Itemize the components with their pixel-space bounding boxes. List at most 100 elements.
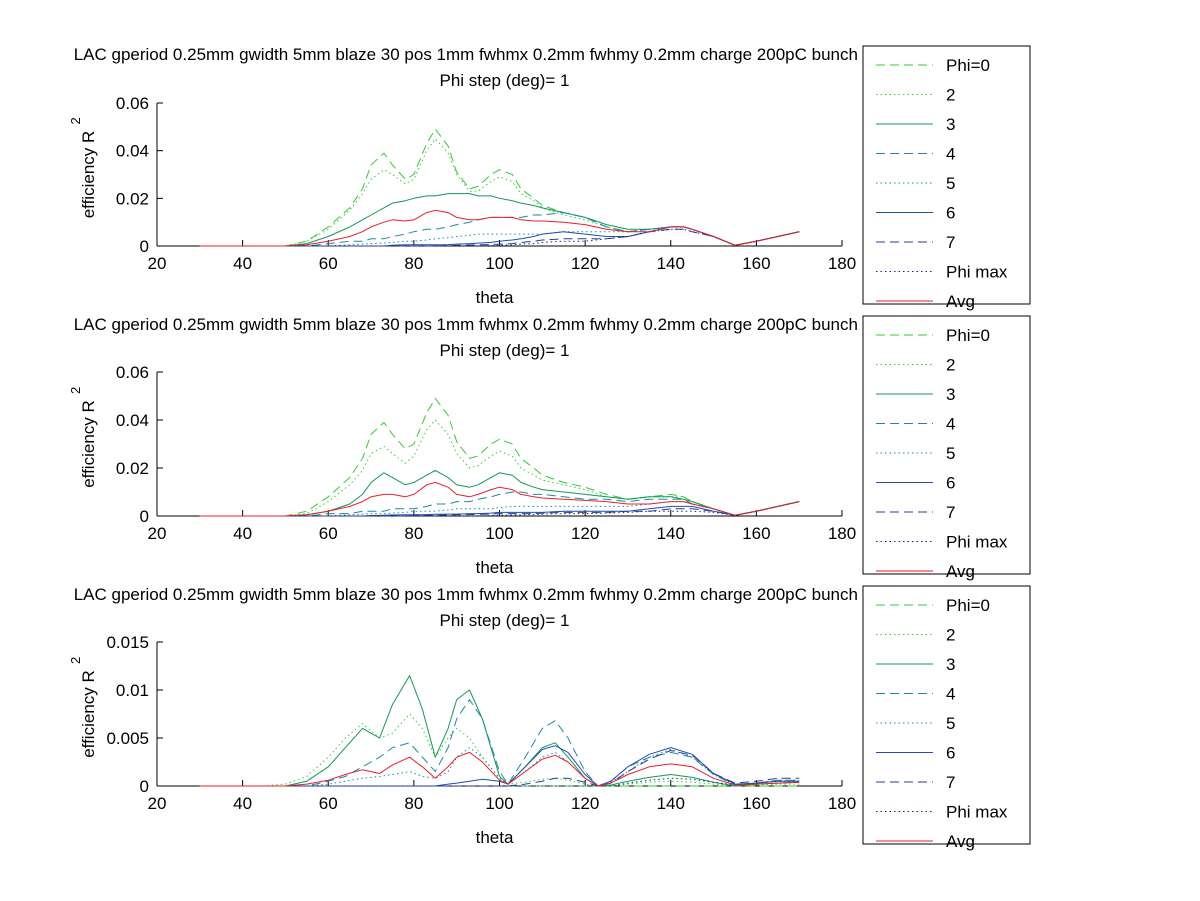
y-axis-label-superscript: 2 [68, 387, 83, 394]
chart-panel-3: LAC gperiod 0.25mm gwidth 5mm blaze 30 p… [68, 585, 1031, 851]
legend-label: 2 [946, 356, 955, 375]
x-tick-label: 100 [485, 254, 513, 273]
series-line-3 [199, 675, 800, 787]
legend-label: Phi=0 [946, 56, 990, 75]
legend-label: 4 [946, 415, 955, 434]
y-tick-label: 0.06 [116, 94, 149, 113]
x-tick-label: 180 [828, 524, 856, 543]
x-tick-label: 140 [657, 524, 685, 543]
x-tick-label: 40 [233, 254, 252, 273]
legend-label: 5 [946, 714, 955, 733]
x-tick-label: 160 [742, 794, 770, 813]
x-tick-label: 160 [742, 254, 770, 273]
x-tick-label: 60 [319, 524, 338, 543]
x-tick-label: 20 [148, 254, 167, 273]
x-tick-label: 100 [485, 524, 513, 543]
y-tick-label: 0.02 [116, 459, 149, 478]
y-axis-label: efficiency R [79, 131, 98, 219]
legend-label: Avg [946, 292, 975, 311]
x-axis-label: theta [476, 558, 514, 577]
series-line-1 [199, 397, 800, 517]
legend-label: 2 [946, 626, 955, 645]
x-axis-label: theta [476, 828, 514, 847]
series-line-4 [199, 699, 800, 787]
legend: Phi=0 2 3 4 5 6 7 Phi max Avg [862, 585, 1031, 851]
legend-label: 3 [946, 385, 955, 404]
y-axis-label: efficiency R [79, 400, 98, 488]
x-tick-label: 80 [404, 254, 423, 273]
y-tick-label: 0.015 [106, 633, 149, 652]
series-line-7 [199, 501, 800, 517]
series-line-9 [199, 481, 800, 517]
chart-subtitle: Phi step (deg)= 1 [440, 341, 570, 360]
legend-label: Avg [946, 832, 975, 851]
series-line-8 [199, 501, 800, 517]
x-tick-label: 100 [485, 794, 513, 813]
legend-label: Phi max [946, 533, 1008, 552]
series-line-2 [199, 138, 800, 247]
x-tick-label: 20 [148, 794, 167, 813]
chart-panel-1: LAC gperiod 0.25mm gwidth 5mm blaze 30 p… [68, 45, 1031, 311]
legend-box [862, 45, 1031, 305]
series-line-1 [199, 128, 800, 247]
legend-label: 4 [946, 685, 955, 704]
y-tick-label: 0.005 [106, 729, 149, 748]
chart-title: LAC gperiod 0.25mm gwidth 5mm blaze 30 p… [74, 585, 956, 604]
legend-label: 7 [946, 233, 955, 252]
x-tick-label: 20 [148, 524, 167, 543]
x-tick-label: 80 [404, 794, 423, 813]
y-axis-label: efficiency R [79, 670, 98, 758]
legend-label: Phi max [946, 803, 1008, 822]
x-tick-label: 60 [319, 254, 338, 273]
y-tick-label: 0.06 [116, 363, 149, 382]
x-tick-label: 120 [571, 794, 599, 813]
y-tick-label: 0 [140, 507, 149, 526]
legend-box [862, 585, 1031, 845]
chart-title: LAC gperiod 0.25mm gwidth 5mm blaze 30 p… [74, 45, 956, 64]
legend-label: 3 [946, 115, 955, 134]
series-line-2 [199, 419, 800, 517]
legend-label: Phi=0 [946, 596, 990, 615]
x-tick-label: 120 [571, 524, 599, 543]
y-axis-label-superscript: 2 [68, 117, 83, 124]
chart-subtitle: Phi step (deg)= 1 [440, 71, 570, 90]
legend-label: 3 [946, 655, 955, 674]
y-tick-label: 0.01 [116, 681, 149, 700]
y-tick-label: 0 [140, 237, 149, 256]
y-tick-label: 0.04 [116, 411, 149, 430]
legend-label: 4 [946, 145, 955, 164]
x-tick-label: 160 [742, 524, 770, 543]
series-line-3 [199, 469, 800, 517]
x-tick-label: 140 [657, 794, 685, 813]
x-axis-label: theta [476, 288, 514, 307]
x-tick-label: 120 [571, 254, 599, 273]
x-tick-label: 80 [404, 524, 423, 543]
x-tick-label: 180 [828, 254, 856, 273]
x-tick-label: 40 [233, 524, 252, 543]
y-axis-label-superscript: 2 [68, 657, 83, 664]
legend-label: 7 [946, 773, 955, 792]
series-line-8 [199, 228, 800, 247]
legend-label: 5 [946, 444, 955, 463]
x-tick-label: 140 [657, 254, 685, 273]
series-line-9 [199, 751, 800, 787]
series-line-5 [199, 747, 800, 787]
legend-label: 7 [946, 503, 955, 522]
x-tick-label: 60 [319, 794, 338, 813]
legend-label: 6 [946, 204, 955, 223]
series-line-8 [199, 777, 800, 787]
legend-label: 5 [946, 174, 955, 193]
legend: Phi=0 2 3 4 5 6 7 Phi max Avg [862, 315, 1031, 581]
chart-title: LAC gperiod 0.25mm gwidth 5mm blaze 30 p… [74, 315, 956, 334]
legend-label: 6 [946, 474, 955, 493]
legend-label: Phi max [946, 263, 1008, 282]
chart-subtitle: Phi step (deg)= 1 [440, 611, 570, 630]
series-line-9 [199, 209, 800, 247]
legend-label: Phi=0 [946, 326, 990, 345]
series-line-3 [199, 193, 800, 247]
x-tick-label: 40 [233, 794, 252, 813]
chart-panel-2: LAC gperiod 0.25mm gwidth 5mm blaze 30 p… [68, 315, 1031, 581]
y-tick-label: 0.04 [116, 142, 149, 161]
legend: Phi=0 2 3 4 5 6 7 Phi max Avg [862, 45, 1031, 311]
